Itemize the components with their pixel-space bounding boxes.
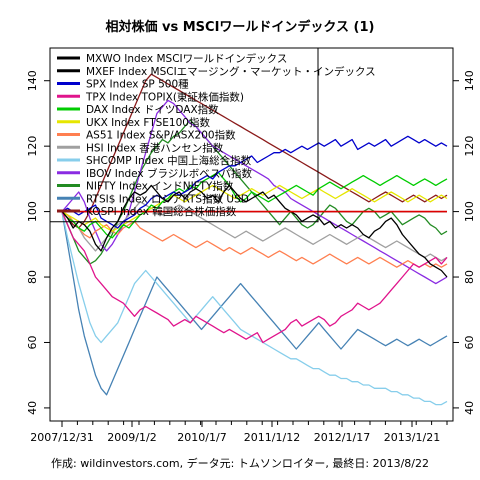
- x-ticks: 2007/12/31 2009/1/2 2010/1/7 2011/1/12 2012/…: [30, 421, 448, 444]
- x-tick-label-1: 2009/1/2: [107, 431, 156, 444]
- chart-title: 相対株価 vs MSCIワールドインデックス (1): [105, 19, 374, 35]
- y-tick-label-right-4: 120: [463, 136, 476, 157]
- series-line-11: [61, 211, 448, 396]
- x-tick-label-4: 2012/1/17: [314, 431, 370, 444]
- legend-label-7: HSI Index 香港ハンセン指数: [86, 141, 224, 154]
- x-tick-label-3: 2011/1/12: [244, 431, 300, 444]
- y-tick-label-left-0: 40: [26, 401, 39, 415]
- legend-label-5: UKX Index FTSE100指数: [86, 116, 210, 129]
- series-line-2: [61, 135, 448, 229]
- y-tick-label-left-1: 60: [26, 335, 39, 349]
- legend-label-2: SPX Index SP 500種: [86, 78, 189, 91]
- y-tick-label-left-3: 100: [26, 201, 39, 222]
- series-line-12: [61, 73, 448, 229]
- series-line-7: [61, 201, 448, 262]
- series-line-3: [61, 211, 448, 344]
- y-tick-label-left-5: 140: [26, 70, 39, 91]
- y-tick-label-left-4: 120: [26, 136, 39, 157]
- series-line-10: [61, 119, 448, 265]
- y-tick-label-left-2: 80: [26, 270, 39, 284]
- legend-label-8: SHCOMP Index 中国上海総合指数: [86, 154, 252, 167]
- chart-caption: 作成: wildinvestors.com, データ元: トムソンロイター, 最…: [51, 456, 429, 470]
- legend-label-11: RTSI$ Index ロシアRTS指数 USD: [86, 192, 249, 205]
- y-tick-label-right-2: 80: [463, 270, 476, 284]
- legend-label-6: AS51 Index S&P/ASX200指数: [86, 129, 236, 142]
- y-tick-label-right-0: 40: [463, 401, 476, 415]
- legend-label-12: KOSPI Index 韓国総合株価指数: [86, 205, 237, 218]
- series-line-4: [61, 171, 448, 239]
- legend-label-10: NIFTY Index インドNIFTY指数: [86, 180, 234, 193]
- y-ticks-left: 40 60 80 100 120 140: [26, 70, 50, 415]
- x-tick-label-2: 2010/1/7: [177, 431, 226, 444]
- x-tick-label-0: 2007/12/31: [30, 431, 93, 444]
- legend-label-0: MXWO Index MSCIワールドインデックス: [86, 52, 287, 65]
- y-tick-label-right-3: 100: [463, 201, 476, 222]
- y-ticks-right: 40 60 80 100 120 140: [453, 70, 476, 415]
- legend-label-9: IBOV Index ブラジルボベスパ指数: [86, 167, 252, 180]
- y-tick-label-right-1: 60: [463, 335, 476, 349]
- legend-label-3: TPX Index TOPIX(東証株価指数): [85, 90, 244, 103]
- legend-label-4: DAX Index ドイツDAX指数: [86, 103, 219, 116]
- x-tick-label-5: 2013/1/21: [384, 431, 440, 444]
- series-line-8: [61, 211, 448, 406]
- series-line-5: [61, 184, 448, 232]
- legend-border: [49, 47, 319, 223]
- series-line-1: [61, 184, 448, 278]
- y-tick-label-right-5: 140: [463, 70, 476, 91]
- series-layer: [61, 73, 448, 406]
- legend-label-1: MXEF Index MSCIエマージング・マーケット・インデックス: [86, 65, 376, 78]
